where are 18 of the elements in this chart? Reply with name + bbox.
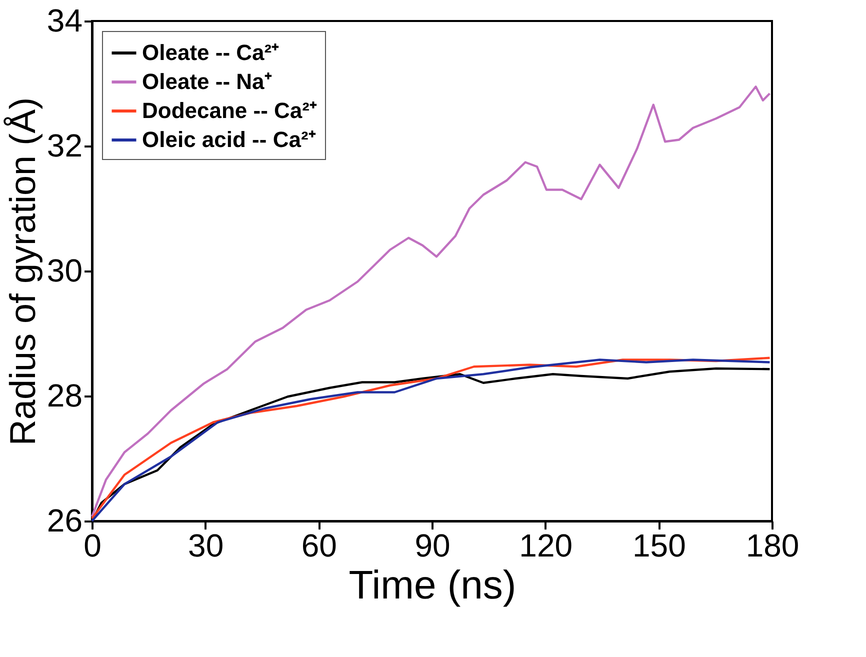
x-tick-label: 120 xyxy=(519,528,573,564)
y-axis-title: Radius of gyration (Å) xyxy=(2,97,43,446)
legend-label: Oleate -- Na⁺ xyxy=(142,69,272,94)
x-axis-title: Time (ns) xyxy=(348,564,516,608)
y-tick-label: 28 xyxy=(46,378,82,414)
x-tick-label: 0 xyxy=(84,528,102,564)
x-tick-label: 30 xyxy=(188,528,224,564)
x-tick-label: 180 xyxy=(746,528,800,564)
legend-label: Oleic acid -- Ca²⁺ xyxy=(142,127,316,152)
x-tick-label: 150 xyxy=(632,528,686,564)
y-tick-label: 26 xyxy=(46,502,82,538)
x-tick-label: 60 xyxy=(301,528,337,564)
x-tick-label: 90 xyxy=(414,528,450,564)
y-tick-label: 30 xyxy=(46,252,82,288)
legend-label: Oleate -- Ca²⁺ xyxy=(142,40,280,65)
y-tick-label: 34 xyxy=(46,2,82,38)
legend-label: Dodecane -- Ca²⁺ xyxy=(142,98,318,123)
y-tick-label: 32 xyxy=(46,128,82,164)
